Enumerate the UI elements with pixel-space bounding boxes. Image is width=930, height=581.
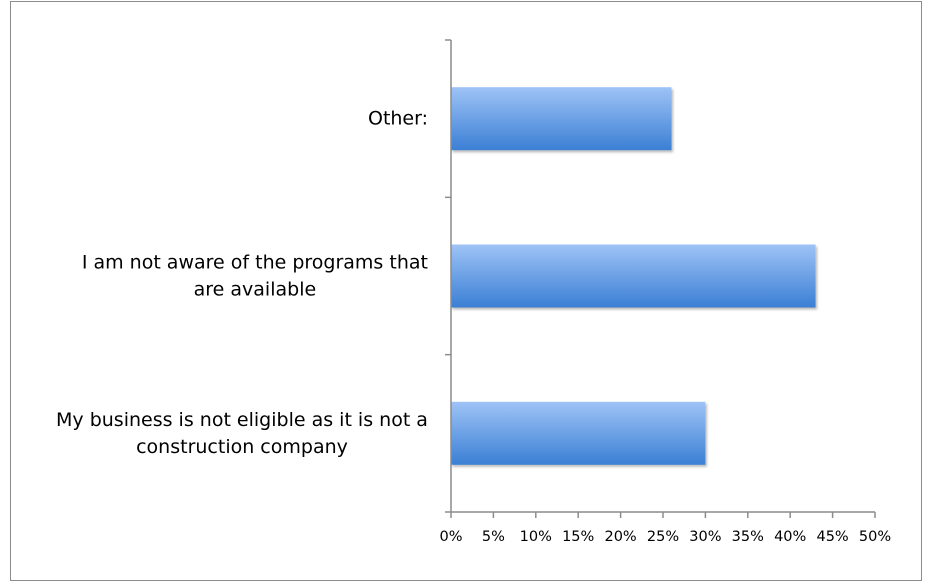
x-tick-label-9: 45% xyxy=(816,529,848,545)
x-tick-label-7: 35% xyxy=(732,529,764,545)
bar-2 xyxy=(451,244,816,308)
axes-layer xyxy=(445,39,876,518)
x-tick-label-5: 25% xyxy=(647,529,679,545)
labels-layer: Other: I am not aware of the programs tha… xyxy=(56,108,891,545)
x-tick-label-3: 15% xyxy=(562,529,594,545)
category-label-1: Other: xyxy=(368,108,428,130)
category-label-3: My business is not eligible as it is not… xyxy=(56,409,428,458)
x-tick-label-8: 40% xyxy=(774,529,806,545)
x-tick-label-6: 30% xyxy=(689,529,721,545)
x-tick-label-10: 50% xyxy=(859,529,891,545)
bar-3 xyxy=(451,401,706,465)
category-label-2: I am not aware of the programs that are a… xyxy=(82,252,428,301)
x-tick-label-1: 5% xyxy=(482,529,505,545)
x-tick-label-4: 20% xyxy=(604,529,636,545)
bar-chart: Other: I am not aware of the programs tha… xyxy=(56,39,891,545)
bar-1 xyxy=(451,87,672,151)
x-tick-label-2: 10% xyxy=(520,529,552,545)
x-tick-label-0: 0% xyxy=(439,529,462,545)
bars-layer xyxy=(451,87,816,465)
